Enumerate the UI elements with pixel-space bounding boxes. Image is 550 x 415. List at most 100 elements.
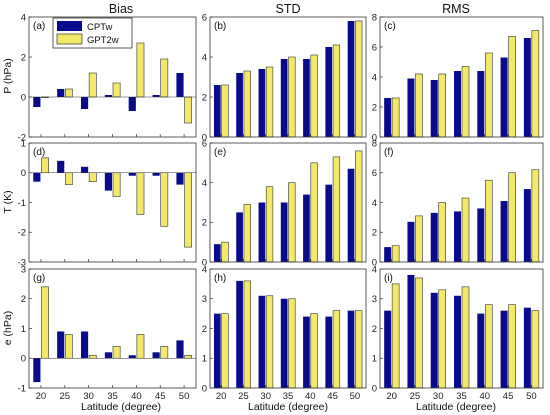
y-tick-label: 0: [202, 383, 207, 394]
bar-gpt2w: [136, 42, 145, 98]
bar-gpt2w: [484, 304, 493, 389]
bar-cptw: [454, 71, 461, 137]
bar-gpt2w: [160, 346, 169, 359]
bar-gpt2w: [415, 277, 423, 389]
x-tick-label: 50: [526, 391, 537, 402]
panel-d: -3 -2 -1 0 1 (d): [18, 138, 197, 268]
legend-label-cptw: CPTw: [87, 22, 112, 33]
bar-gpt2w: [221, 84, 229, 138]
bar-gpt2w: [508, 36, 516, 138]
bar-gpt2w: [265, 186, 274, 263]
bar-gpt2w: [64, 172, 73, 185]
bar-cptw: [176, 340, 184, 359]
panel-f: 0 2 4 6 8 (f): [372, 138, 544, 268]
bar-gpt2w: [184, 96, 193, 124]
bar-cptw: [104, 95, 112, 97]
bar-gpt2w: [391, 245, 400, 263]
bar-cptw: [80, 166, 89, 173]
y-tick-label: 6: [372, 42, 377, 53]
bar-cptw: [213, 85, 221, 137]
bar-gpt2w: [531, 310, 540, 389]
bar-gpt2w: [184, 354, 193, 359]
bar-gpt2w: [355, 310, 363, 389]
bar-cptw: [347, 168, 355, 262]
legend-swatch-cptw: [57, 21, 82, 31]
bar-cptw: [500, 57, 508, 137]
bar-cptw: [33, 97, 41, 107]
x-tick-label: 50: [350, 391, 361, 402]
bar-gpt2w: [461, 66, 470, 138]
bar-cptw: [325, 47, 333, 137]
bar-cptw: [430, 292, 438, 388]
y-tick-label: 2: [202, 92, 207, 103]
bar-cptw: [57, 331, 65, 359]
y-tick-label: 0: [372, 132, 377, 143]
y-tick-label: 0: [21, 354, 26, 365]
bar-gpt2w: [184, 172, 193, 248]
bar-gpt2w: [265, 66, 274, 138]
column-title-std: STD: [276, 2, 301, 16]
bar-cptw: [128, 97, 136, 111]
bar-cptw: [523, 38, 531, 137]
bar-cptw: [523, 189, 531, 262]
plot-frame: [209, 268, 367, 389]
y-tick-label: -2: [18, 132, 26, 143]
y-tick-label: 6: [372, 168, 377, 179]
panel-h: 0 1 2 3 4 20 25 30 35 40 45 50 (h): [202, 264, 367, 402]
bar-cptw: [454, 211, 461, 262]
bar-cptw: [430, 80, 438, 137]
bar-cptw: [384, 98, 392, 137]
bar-gpt2w: [243, 280, 251, 389]
y-tick-label: 4: [21, 12, 26, 23]
plot-frame: [379, 16, 544, 138]
bar-cptw: [152, 95, 160, 97]
y-tick-label: 0: [202, 132, 207, 143]
bar-gpt2w: [310, 313, 318, 389]
bar-gpt2w: [288, 298, 296, 389]
x-tick-label: 20: [216, 391, 227, 402]
bar-gpt2w: [531, 30, 540, 138]
bar-cptw: [477, 71, 485, 137]
plot-frame: [28, 268, 197, 389]
bar-gpt2w: [415, 73, 423, 138]
bar-cptw: [213, 244, 221, 262]
y-tick-label: 8: [372, 12, 377, 23]
bar-cptw: [104, 172, 112, 191]
bar-gpt2w: [332, 44, 341, 138]
panel-b: 0 2 4 6 (b): [202, 12, 367, 143]
bar-cptw: [128, 355, 136, 359]
bar-gpt2w: [508, 304, 516, 389]
y-tick-label: 3: [202, 294, 207, 305]
x-tick-label: 25: [59, 391, 70, 402]
panel-i: 0 1 2 3 4 20 25 30 35 40 45 50 (i): [372, 264, 544, 402]
y-tick-label: 1: [372, 354, 377, 365]
plot-frame: [379, 142, 544, 263]
bar-gpt2w: [288, 182, 296, 263]
y-tick-label: 2: [372, 102, 377, 113]
panel-tag: (c): [384, 21, 396, 32]
bar-gpt2w: [310, 54, 318, 138]
bar-cptw: [407, 78, 415, 137]
panel-g: -1 0 1 2 3 20 25 30 35 40 45 50 (g): [18, 264, 197, 402]
y-tick-label: 0: [372, 257, 377, 268]
panel-a: -2 0 2 4 (a): [18, 12, 197, 143]
bar-gpt2w: [243, 70, 251, 138]
bar-gpt2w: [438, 202, 446, 263]
y-tick-label: 2: [21, 52, 26, 63]
bar-cptw: [303, 194, 310, 262]
x-tick-label: 25: [238, 391, 249, 402]
y-tick-label: 6: [202, 138, 207, 149]
bar-cptw: [152, 172, 160, 176]
xlabel-std: Latitude (degree): [248, 401, 328, 413]
row-ylabel-t: T (K): [2, 190, 14, 213]
y-tick-label: 2: [372, 324, 377, 335]
y-tick-label: 4: [372, 72, 377, 83]
bar-cptw: [213, 313, 221, 389]
bar-cptw: [500, 201, 508, 262]
bar-gpt2w: [288, 56, 296, 138]
bar-gpt2w: [136, 334, 145, 359]
bar-cptw: [104, 352, 112, 359]
panel-c: 0 2 4 6 8 (c): [372, 12, 544, 143]
xlabel-bias: Latitude (degree): [81, 401, 161, 413]
